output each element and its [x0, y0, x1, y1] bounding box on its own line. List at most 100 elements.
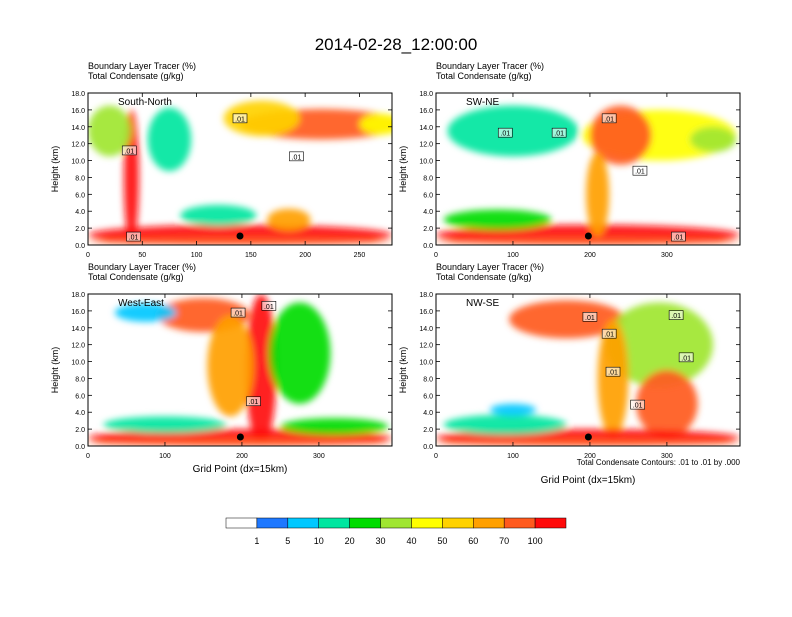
tracer-region — [436, 238, 740, 245]
colorbar-swatch — [349, 517, 381, 529]
colorbar-label: 70 — [499, 536, 509, 546]
x-tick-label: 300 — [661, 453, 673, 460]
tracer-region — [207, 315, 254, 417]
panel-title-line: Total Condensate (g/kg) — [436, 272, 532, 282]
y-axis-label: Height (km) — [50, 146, 60, 193]
y-tick-label: 0.0 — [423, 243, 433, 250]
contour-label-box — [121, 145, 137, 156]
y-tick-label: 10.0 — [419, 159, 433, 166]
contour-label-box — [668, 310, 684, 320]
x-tick-label: 200 — [236, 453, 248, 460]
colorbar-label: 40 — [406, 536, 416, 546]
panel-label: South-North — [118, 97, 172, 108]
y-tick-label: 10.0 — [71, 159, 85, 166]
shaded-field: .01 .01 .01 .01 .01 .01 — [436, 300, 740, 446]
y-tick-label: 2.0 — [423, 226, 433, 233]
contour-label: .01 — [608, 370, 618, 377]
y-tick-label: 2.0 — [423, 427, 433, 434]
colorbar-swatch — [225, 517, 258, 529]
x-tick-label: 250 — [354, 252, 366, 259]
shaded-field: .01 .01 .01 — [88, 294, 392, 446]
contour-footnote: Total Condensate Contours: .01 to .01 by… — [577, 458, 741, 467]
contour-label-box — [671, 231, 686, 242]
contour-label-box — [601, 113, 617, 124]
colorbar-swatch — [534, 517, 567, 529]
tracer-region — [88, 105, 132, 157]
y-tick-label: 6.0 — [75, 393, 85, 400]
shaded-blobs — [88, 294, 392, 446]
contour-label: .01 — [292, 154, 302, 161]
tracer-region — [103, 416, 227, 434]
colorbar-label: 5 — [285, 536, 290, 546]
contour-label: .01 — [681, 355, 691, 362]
x-tick-label: 100 — [507, 252, 519, 259]
colorbar-label: 30 — [376, 536, 386, 546]
x-tick-label: 0 — [86, 453, 90, 460]
tracer-region — [597, 319, 629, 438]
x-tick-label: 150 — [245, 252, 257, 259]
tracer-region — [147, 107, 192, 172]
contour-label: .01 — [124, 148, 134, 155]
colorbar-label: 50 — [437, 536, 447, 546]
y-tick-label: 8.0 — [423, 175, 433, 182]
contour-label: .01 — [671, 313, 681, 320]
contour-label-box — [232, 113, 248, 124]
x-tick-label: 0 — [434, 252, 438, 259]
y-tick-label: 16.0 — [419, 309, 433, 316]
shaded-field: .01 .01 .01 .01 .01 — [436, 105, 740, 245]
tracer-region — [180, 204, 257, 226]
colorbar-label: 20 — [345, 536, 355, 546]
y-tick-label: 4.0 — [423, 410, 433, 417]
y-tick-label: 16.0 — [71, 309, 85, 316]
tracer-region — [359, 113, 392, 135]
x-tick-label: 200 — [299, 252, 311, 259]
panel-south-north: Boundary Layer Tracer (%)Total Condensat… — [50, 61, 393, 259]
contour-label-box — [678, 352, 694, 363]
panel-title-line: Boundary Layer Tracer (%) — [436, 61, 544, 71]
tracer-region — [689, 126, 737, 153]
y-axis-label: Height (km) — [398, 146, 408, 193]
panel-title-line: Total Condensate (g/kg) — [88, 272, 184, 282]
contour-label: .01 — [233, 311, 243, 318]
y-tick-label: 14.0 — [71, 326, 85, 333]
plot-frame — [435, 293, 741, 447]
x-tick-label: 300 — [313, 453, 325, 460]
contour-label: .01 — [633, 403, 643, 410]
x-axis-label: Grid Point (dx=15km) — [193, 464, 288, 475]
x-tick-label: 100 — [191, 252, 203, 259]
y-tick-label: 18.0 — [71, 292, 85, 299]
y-axis-label: Height (km) — [50, 347, 60, 394]
panel-west-east: Boundary Layer Tracer (%)Total Condensat… — [50, 262, 393, 475]
tracer-region — [636, 370, 698, 438]
location-marker — [584, 433, 592, 441]
figure-title: 2014-02-28_12:00:00 — [315, 35, 478, 54]
y-tick-label: 8.0 — [423, 376, 433, 383]
colorbar-swatch — [256, 517, 289, 529]
tracer-region — [586, 152, 610, 237]
y-tick-label: 18.0 — [71, 91, 85, 98]
y-tick-label: 8.0 — [75, 175, 85, 182]
x-tick-label: 100 — [159, 453, 171, 460]
y-tick-label: 0.0 — [75, 243, 85, 250]
contour-label: .01 — [604, 116, 614, 123]
panel-title-line: Boundary Layer Tracer (%) — [88, 262, 196, 272]
colorbar-swatch — [411, 517, 443, 529]
tracer-region — [223, 100, 300, 137]
y-tick-label: 10.0 — [71, 360, 85, 367]
y-tick-label: 16.0 — [419, 108, 433, 115]
contour-label-box — [630, 399, 645, 410]
tracer-region — [489, 403, 537, 416]
contour-label-box — [497, 127, 513, 138]
panel-title-line: Total Condensate (g/kg) — [436, 71, 532, 81]
y-tick-label: 6.0 — [423, 192, 433, 199]
tracer-region — [443, 414, 567, 436]
colorbar-label: 100 — [528, 536, 543, 546]
contour-label: .01 — [129, 235, 139, 242]
x-tick-label: 50 — [138, 252, 146, 259]
colorbar-swatch — [287, 517, 319, 529]
tracer-region — [267, 208, 311, 231]
tracer-region — [88, 238, 392, 245]
contour-label-box — [230, 307, 246, 318]
contour-label: .01 — [604, 332, 614, 339]
